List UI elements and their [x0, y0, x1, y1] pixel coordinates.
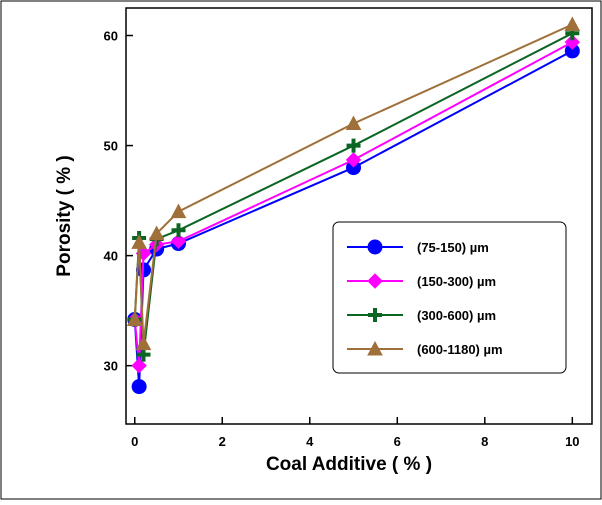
marker — [131, 357, 147, 374]
marker — [148, 225, 165, 241]
marker — [564, 16, 581, 32]
x-tick-label: 6 — [394, 434, 401, 449]
x-tick-label: 10 — [565, 434, 579, 449]
marker — [131, 379, 147, 395]
legend-label: (75-150) µm — [417, 240, 489, 255]
marker — [345, 152, 362, 168]
plot-frame — [125, 7, 593, 425]
x-axis-label: Coal Additive ( % ) — [266, 454, 432, 475]
marker — [170, 203, 187, 219]
marker — [131, 234, 147, 249]
marker — [346, 138, 361, 153]
marker — [135, 335, 152, 351]
x-tick-label: 0 — [131, 434, 138, 449]
x-tick-label: 2 — [219, 434, 226, 449]
y-tick-label: 30 — [104, 359, 118, 374]
marker — [368, 308, 382, 322]
marker — [170, 233, 187, 250]
legend-label: (150-300) µm — [417, 274, 496, 289]
y-tick-label: 60 — [104, 29, 118, 44]
marker — [564, 34, 581, 50]
legend-label: (300-600) µm — [417, 308, 496, 323]
marker — [345, 115, 362, 131]
y-axis-label: Porosity ( % ) — [54, 155, 75, 276]
y-tick-label: 50 — [104, 139, 118, 154]
legend-label: (600-1180) µm — [417, 342, 503, 357]
x-tick-label: 8 — [481, 434, 488, 449]
marker — [171, 223, 186, 238]
marker — [367, 340, 383, 356]
x-tick-label: 4 — [306, 434, 314, 449]
legend-box — [332, 221, 567, 374]
marker — [367, 239, 383, 255]
y-tick-label: 40 — [104, 249, 118, 264]
marker — [367, 273, 383, 289]
marker — [126, 311, 143, 326]
